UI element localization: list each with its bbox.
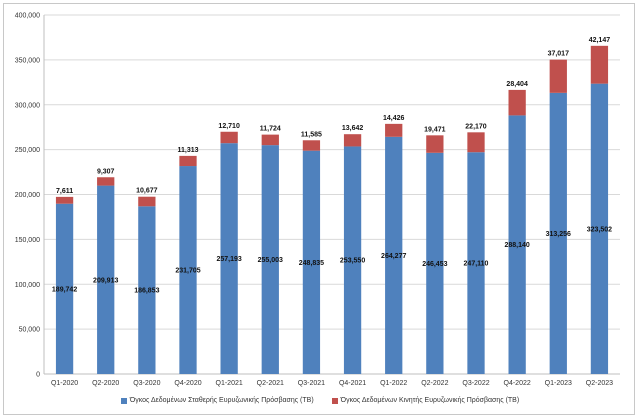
x-tick-label: Q2-2023	[586, 380, 613, 387]
bar-fixed	[55, 203, 74, 374]
y-tick-label: 0	[36, 372, 40, 379]
legend-item-mobile: Όγκος Δεδομένων Κινητής Ευρυζωνικής Πρόσ…	[331, 397, 520, 404]
bar-fixed	[138, 206, 156, 374]
x-tick-label: Q2-2020	[92, 380, 119, 387]
bar-mobile	[426, 135, 444, 153]
bar-mobile	[508, 89, 526, 116]
legend-label-fixed: Όγκος Δεδομένων Σταθερής Ευρυζωνικής Πρό…	[129, 397, 314, 404]
data-label-fixed: 186,853	[134, 288, 159, 295]
y-tick-label: 100,000	[15, 282, 40, 289]
bar-mobile	[385, 123, 403, 137]
data-label-mobile: 10,677	[136, 188, 158, 195]
bar-fixed	[508, 115, 526, 374]
x-tick-label: Q1-2020	[51, 380, 78, 387]
x-tick-label: Q3-2022	[462, 380, 489, 387]
data-label-mobile: 7,611	[56, 188, 73, 195]
bar-fixed	[261, 145, 279, 374]
y-tick-label: 200,000	[15, 192, 40, 199]
x-tick-label: Q4-2022	[504, 380, 531, 387]
data-label-mobile: 19,471	[424, 126, 446, 133]
x-tick-label: Q1-2022	[380, 380, 407, 387]
bar-mobile	[55, 196, 74, 204]
data-label-mobile: 37,017	[548, 51, 570, 58]
y-tick-label: 350,000	[15, 57, 40, 64]
data-label-mobile: 11,724	[260, 126, 281, 133]
bar-fixed	[179, 166, 197, 374]
y-tick-label: 50,000	[19, 327, 41, 334]
bar-fixed	[97, 185, 115, 374]
x-tick-label: Q1-2023	[545, 380, 572, 387]
bar-fixed	[220, 143, 238, 374]
data-label-mobile: 9,307	[97, 168, 115, 175]
bar-mobile	[549, 59, 567, 93]
data-label-fixed: 209,913	[93, 277, 118, 284]
data-label-fixed: 231,705	[175, 268, 200, 275]
bar-mobile	[302, 140, 321, 151]
data-label-fixed: 253,550	[340, 258, 365, 265]
bar-fixed	[426, 152, 444, 374]
bar-mobile	[138, 196, 156, 207]
legend-swatch-fixed	[120, 397, 127, 404]
x-tick-label: Q3-2021	[298, 380, 325, 387]
y-tick-label: 250,000	[15, 147, 40, 154]
x-tick-label: Q4-2020	[174, 380, 201, 387]
legend-item-fixed: Όγκος Δεδομένων Σταθερής Ευρυζωνικής Πρό…	[120, 397, 314, 404]
bar-fixed	[385, 136, 403, 374]
data-label-mobile: 11,585	[301, 131, 322, 138]
legend: Όγκος Δεδομένων Σταθερής Ευρυζωνικής Πρό…	[0, 397, 640, 404]
data-label-mobile: 14,426	[383, 115, 405, 122]
bar-fixed	[549, 92, 567, 375]
data-label-mobile: 42,147	[589, 37, 611, 44]
data-label-fixed: 248,835	[299, 260, 324, 267]
y-tick-label: 300,000	[15, 102, 40, 109]
bar-mobile	[179, 155, 197, 167]
bar-mobile	[467, 132, 485, 153]
data-label-fixed: 288,140	[504, 242, 529, 249]
bar-fixed	[467, 152, 485, 374]
x-tick-label: Q1-2021	[216, 380, 243, 387]
bar-fixed	[343, 146, 362, 374]
data-label-fixed: 264,277	[381, 253, 406, 260]
bar-mobile	[590, 45, 609, 84]
bar-mobile	[220, 131, 238, 144]
data-label-mobile: 22,170	[465, 123, 487, 130]
x-tick-label: Q4-2021	[339, 380, 366, 387]
data-label-fixed: 257,193	[216, 256, 241, 263]
data-label-mobile: 28,404	[506, 81, 528, 88]
data-label-fixed: 313,256	[546, 231, 571, 238]
bar-fixed	[302, 150, 321, 374]
legend-label-mobile: Όγκος Δεδομένων Κινητής Ευρυζωνικής Πρόσ…	[340, 397, 520, 404]
data-label-fixed: 247,110	[464, 261, 489, 268]
bar-mobile	[97, 177, 115, 186]
legend-swatch-mobile	[331, 397, 338, 404]
bar-mobile	[343, 134, 362, 147]
data-label-mobile: 13,642	[342, 125, 364, 132]
bar-mobile	[261, 134, 279, 146]
bar-fixed	[590, 83, 609, 374]
x-tick-label: Q2-2021	[257, 380, 284, 387]
y-tick-label: 400,000	[15, 13, 40, 20]
y-tick-label: 150,000	[15, 237, 40, 244]
data-label-mobile: 11,313	[177, 147, 198, 154]
data-label-fixed: 246,453	[422, 261, 447, 268]
x-tick-label: Q3-2020	[133, 380, 160, 387]
x-tick-label: Q2-2022	[421, 380, 448, 387]
data-label-fixed: 323,502	[587, 226, 612, 233]
data-label-fixed: 189,742	[52, 286, 77, 293]
data-label-fixed: 255,003	[258, 257, 283, 264]
data-label-mobile: 12,710	[218, 123, 240, 130]
